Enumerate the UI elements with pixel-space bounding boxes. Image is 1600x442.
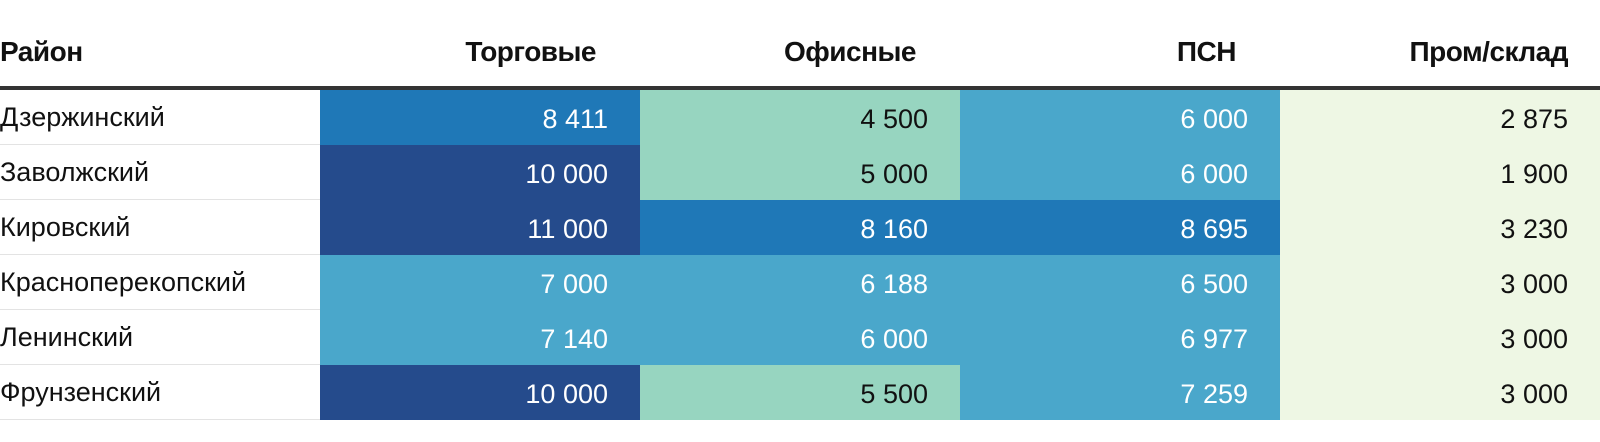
district-name: Кировский [0, 212, 131, 242]
cell-industrial: 1 900 [1280, 145, 1600, 200]
row-divider [0, 364, 320, 365]
row-divider [0, 144, 320, 145]
cell-retail: 11 000 [320, 200, 640, 255]
header-district: Район [0, 36, 83, 67]
cell-industrial: 3 000 [1280, 310, 1600, 365]
cell-office: 5 500 [640, 365, 960, 420]
table-row: Кировский 11 000 8 160 8 695 3 230 [0, 200, 1600, 255]
header-psn: ПСН [1176, 36, 1237, 67]
district-name: Ленинский [0, 322, 134, 352]
district-name: Дзержинский [0, 102, 165, 132]
cell-industrial: 3 000 [1280, 255, 1600, 310]
cell-psn: 6 000 [960, 145, 1280, 200]
table-header: Район Торговые Офисные ПСН Пром/склад [0, 26, 1600, 86]
cell-office: 8 160 [640, 200, 960, 255]
cell-psn: 8 695 [960, 200, 1280, 255]
district-name: Красноперекопский [0, 267, 247, 297]
row-divider [0, 254, 320, 255]
district-name: Заволжский [0, 157, 150, 187]
header-office: Офисные [784, 36, 916, 67]
cell-retail: 10 000 [320, 365, 640, 420]
header-divider [0, 86, 1600, 90]
cell-industrial: 3 000 [1280, 365, 1600, 420]
row-divider [0, 419, 320, 420]
district-name: Фрунзенский [0, 377, 162, 407]
table-row: Ленинский 7 140 6 000 6 977 3 000 [0, 310, 1600, 365]
cell-industrial: 3 230 [1280, 200, 1600, 255]
cell-retail: 8 411 [320, 90, 640, 145]
header-industrial: Пром/склад [1409, 36, 1568, 67]
table-row: Заволжский 10 000 5 000 6 000 1 900 [0, 145, 1600, 200]
row-divider [0, 309, 320, 310]
cell-psn: 6 977 [960, 310, 1280, 365]
header-retail: Торговые [465, 36, 596, 67]
table-row: Красноперекопский 7 000 6 188 6 500 3 000 [0, 255, 1600, 310]
table-row: Дзержинский 8 411 4 500 6 000 2 875 [0, 90, 1600, 145]
cell-office: 6 000 [640, 310, 960, 365]
cell-office: 5 000 [640, 145, 960, 200]
cell-retail: 7 140 [320, 310, 640, 365]
table-row: Фрунзенский 10 000 5 500 7 259 3 000 [0, 365, 1600, 420]
cell-psn: 7 259 [960, 365, 1280, 420]
row-divider [0, 199, 320, 200]
cell-office: 4 500 [640, 90, 960, 145]
cell-retail: 7 000 [320, 255, 640, 310]
cell-psn: 6 000 [960, 90, 1280, 145]
cell-office: 6 188 [640, 255, 960, 310]
cell-psn: 6 500 [960, 255, 1280, 310]
cell-retail: 10 000 [320, 145, 640, 200]
cell-industrial: 2 875 [1280, 90, 1600, 145]
